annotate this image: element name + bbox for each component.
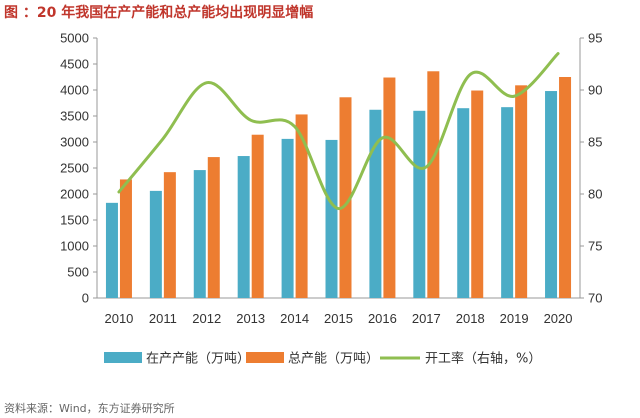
left-tick-label: 1500 — [60, 213, 89, 228]
right-tick-label: 75 — [588, 239, 602, 254]
bar-in-production — [457, 108, 470, 298]
legend-in-production-label: 在产产能（万吨） — [146, 352, 250, 367]
legend-utilization-label: 开工率（右轴，%） — [425, 351, 541, 367]
bar-total-capacity — [251, 134, 264, 298]
bar-in-production — [325, 139, 338, 298]
legend-total-capacity-swatch — [246, 352, 284, 363]
x-tick-label: 2018 — [456, 311, 485, 326]
source-note: 资料来源：Wind，东方证券研究所 — [4, 402, 175, 415]
right-tick-label: 85 — [588, 135, 602, 150]
left-tick-label: 0 — [82, 291, 89, 306]
bar-total-capacity — [471, 90, 484, 299]
right-tick-label: 80 — [588, 187, 602, 202]
bar-total-capacity — [427, 71, 440, 298]
x-tick-label: 2012 — [192, 311, 221, 326]
bars — [105, 71, 572, 299]
left-tick-label: 1000 — [60, 239, 89, 254]
left-tick-label: 2500 — [60, 161, 89, 176]
left-axis-ticks: 0 500 1000 1500 2000 2500 3000 3500 4000 4500 5000 — [60, 31, 97, 306]
bar-in-production — [545, 91, 558, 298]
x-tick-label: 2019 — [500, 311, 529, 326]
right-tick-label: 70 — [588, 291, 602, 306]
right-axis-ticks: 70 75 80 85 90 95 — [580, 31, 602, 306]
legend: 在产产能（万吨） 总产能（万吨） 开工率（右轴，%） — [104, 351, 541, 367]
left-tick-label: 2000 — [60, 187, 89, 202]
right-tick-label: 95 — [588, 31, 602, 46]
legend-in-production-swatch — [104, 352, 142, 363]
x-tick-label: 2015 — [324, 311, 353, 326]
x-tick-label: 2014 — [280, 311, 309, 326]
left-tick-label: 3500 — [60, 109, 89, 124]
bar-total-capacity — [339, 97, 352, 298]
legend-total-capacity-label: 总产能（万吨） — [288, 352, 379, 367]
bar-total-capacity — [295, 114, 308, 298]
x-tick-label: 2017 — [412, 311, 441, 326]
bar-in-production — [501, 107, 514, 298]
left-tick-label: 4000 — [60, 83, 89, 98]
utilization-line — [117, 52, 560, 211]
bar-in-production — [193, 170, 206, 298]
x-tick-label: 2020 — [544, 311, 573, 326]
bar-total-capacity — [515, 85, 528, 298]
right-tick-label: 90 — [588, 83, 602, 98]
left-tick-label: 4500 — [60, 57, 89, 72]
x-axis-ticks: 2010 2011 2012 2013 2014 2015 2016 2017 2018 2019… — [104, 311, 572, 326]
left-tick-label: 500 — [67, 265, 89, 280]
bar-total-capacity — [163, 172, 176, 298]
x-tick-label: 2011 — [149, 311, 177, 326]
left-tick-label: 5000 — [60, 31, 89, 46]
bar-total-capacity — [383, 77, 396, 299]
page-title: 图 ：20 年我国在产产能和总产能均出现明显增幅 — [4, 5, 314, 21]
bar-total-capacity — [207, 157, 220, 298]
x-tick-label: 2013 — [236, 311, 265, 326]
left-tick-label: 3000 — [60, 135, 89, 150]
bar-total-capacity — [119, 179, 132, 298]
x-tick-label: 2016 — [368, 311, 397, 326]
bar-in-production — [149, 190, 162, 298]
bar-total-capacity — [559, 77, 572, 298]
bar-in-production — [369, 109, 382, 298]
line-series — [117, 52, 560, 211]
bar-in-production — [237, 156, 250, 298]
x-tick-label: 2010 — [104, 311, 133, 326]
bar-in-production — [281, 138, 294, 298]
bar-in-production — [413, 110, 426, 298]
bar-in-production — [105, 202, 118, 298]
